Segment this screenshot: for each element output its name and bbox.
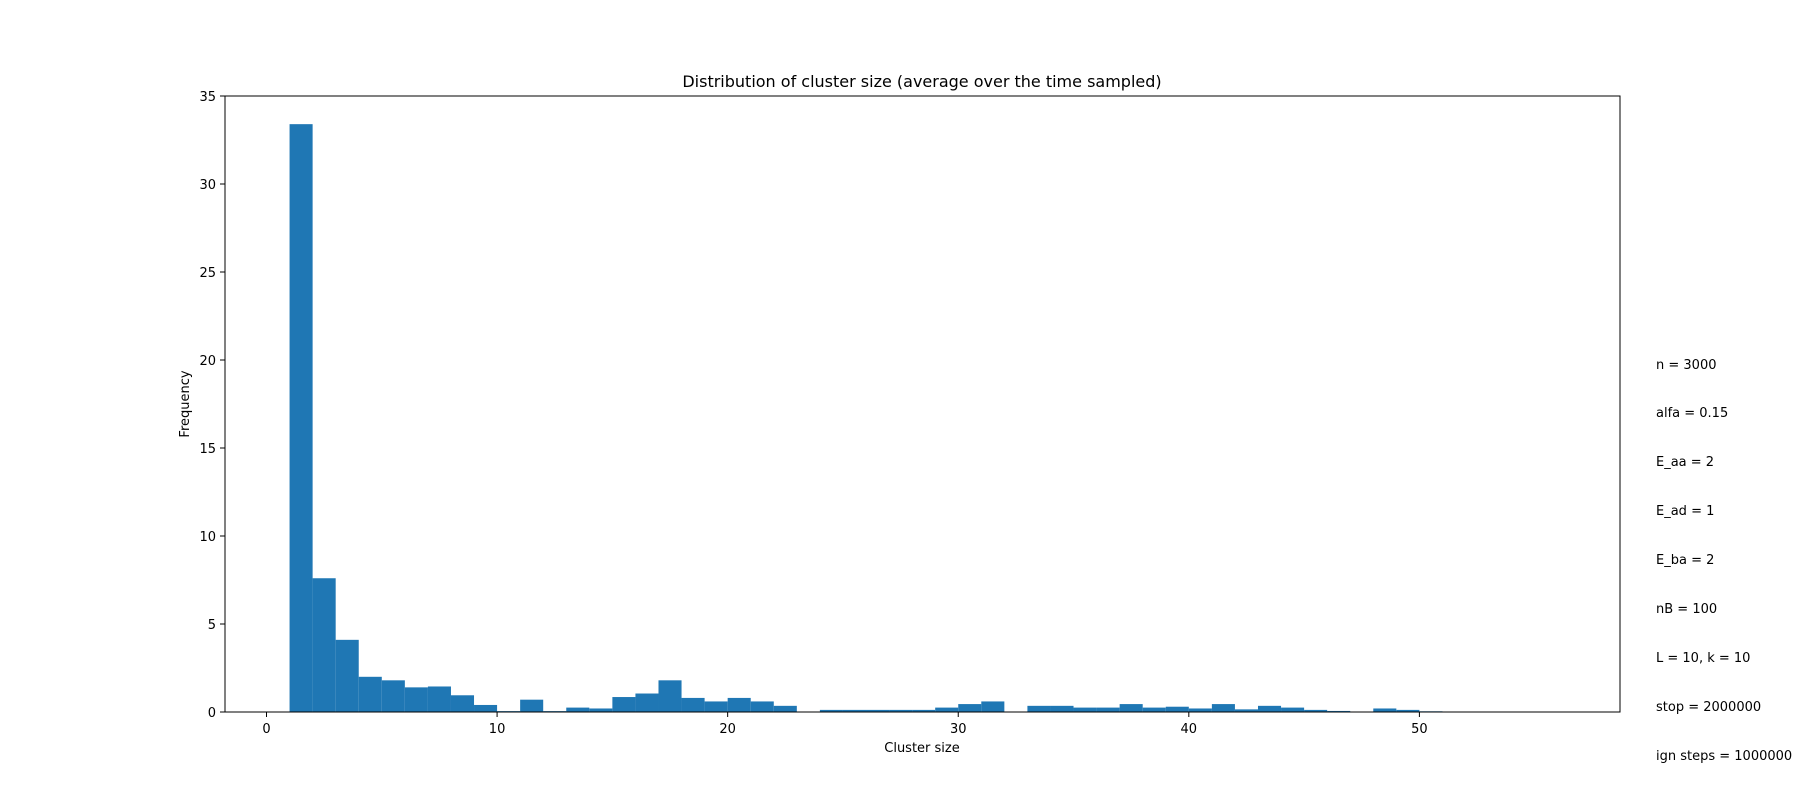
histogram-bar — [981, 701, 1005, 712]
plot-frame — [224, 95, 1621, 713]
y-tick-label: 20 — [199, 354, 216, 369]
histogram-bar — [1096, 707, 1120, 712]
histogram-bar — [312, 578, 336, 712]
parameters-annotation: n = 3000 alfa = 0.15 E_aa = 2 E_ad = 1 E… — [1656, 325, 1792, 781]
histogram-bar — [1142, 707, 1166, 712]
histogram-bar — [866, 709, 890, 712]
x-tick-label: 50 — [1411, 722, 1428, 737]
x-axis-label: Cluster size — [884, 741, 959, 756]
histogram-bar — [1281, 707, 1305, 712]
y-tick-label: 5 — [208, 618, 216, 633]
annotation-line: E_ad = 1 — [1656, 504, 1715, 520]
histogram-bar — [450, 695, 475, 712]
y-tick-label: 15 — [199, 442, 216, 457]
histogram-bar — [912, 709, 936, 712]
histogram-bar — [819, 709, 843, 712]
x-tick-label: 0 — [262, 722, 270, 737]
histogram-bar — [1119, 704, 1143, 712]
histogram-bar — [1396, 709, 1420, 712]
histogram-bar — [289, 124, 313, 712]
histogram-bar — [1234, 709, 1258, 712]
histogram-bar — [1027, 705, 1051, 712]
x-axis: 0 10 20 30 40 50 — [262, 712, 1428, 737]
histogram-bar — [427, 686, 451, 712]
annotation-line: n = 3000 — [1656, 357, 1717, 373]
annotation-line: E_ba = 2 — [1656, 553, 1715, 569]
histogram-bar — [958, 704, 982, 712]
histogram-bar — [658, 680, 682, 712]
histogram-bar — [1188, 708, 1212, 712]
histogram-bar — [1050, 705, 1074, 712]
histogram-bar — [358, 676, 382, 712]
histogram-bar — [1257, 705, 1282, 712]
annotation-line: ign steps = 1000000 — [1656, 748, 1793, 764]
y-tick-label: 35 — [199, 90, 216, 105]
chart-title: Distribution of cluster size (average ov… — [682, 72, 1161, 91]
histogram-bar — [335, 639, 359, 712]
histogram-bar — [404, 687, 428, 712]
y-axis-label: Frequency — [178, 370, 193, 437]
histogram-bar — [381, 680, 405, 712]
histogram-bar — [1304, 709, 1328, 712]
histogram-bar — [704, 701, 728, 712]
y-axis: 0 5 10 15 20 25 30 35 — [199, 90, 225, 721]
x-tick-label: 20 — [719, 722, 736, 737]
y-tick-label: 30 — [199, 178, 216, 193]
histogram-bar — [750, 701, 774, 712]
annotation-line: E_aa = 2 — [1656, 455, 1715, 471]
histogram-bar — [589, 708, 613, 712]
y-tick-label: 25 — [199, 266, 216, 281]
histogram-bar — [1073, 707, 1097, 712]
histogram-bar — [1373, 708, 1397, 712]
annotation-line: alfa = 0.15 — [1656, 406, 1729, 422]
y-tick-label: 0 — [208, 706, 216, 721]
histogram-bar — [889, 709, 913, 712]
histogram-bar — [842, 709, 867, 712]
histogram-bar — [1327, 710, 1351, 712]
histogram-bar — [1165, 706, 1189, 712]
x-tick-label: 30 — [950, 722, 967, 737]
y-tick-label: 10 — [199, 530, 216, 545]
histogram-bar — [727, 697, 751, 712]
histogram-bar — [773, 705, 797, 712]
histogram-bar — [612, 697, 636, 712]
histogram-bar — [1211, 704, 1235, 712]
annotation-line: nB = 100 — [1656, 602, 1718, 618]
x-tick-label: 40 — [1181, 722, 1198, 737]
bars-group — [289, 124, 1466, 712]
histogram-bar — [520, 699, 544, 712]
x-tick-label: 10 — [489, 722, 506, 737]
histogram-bar — [935, 707, 959, 712]
annotation-line: stop = 2000000 — [1656, 699, 1762, 715]
histogram-bar — [566, 707, 590, 712]
annotation-line: L = 10, k = 10 — [1656, 650, 1751, 666]
histogram-bar — [635, 693, 659, 712]
histogram-bar — [474, 704, 498, 712]
histogram-bar — [681, 697, 705, 712]
